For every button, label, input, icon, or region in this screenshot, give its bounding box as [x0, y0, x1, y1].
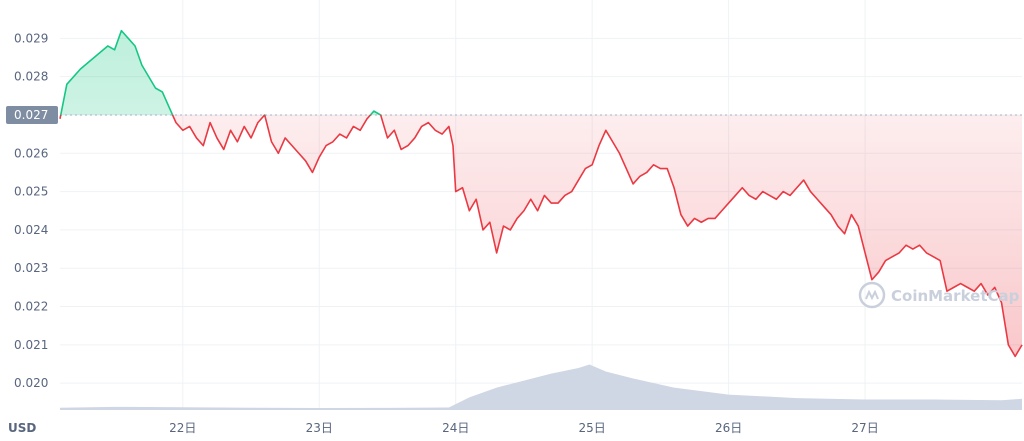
currency-label: USD: [8, 421, 36, 435]
reference-badge-bg: [6, 105, 58, 124]
y-tick-label: 0.024: [14, 223, 48, 237]
watermark-text: CoinMarketCap: [891, 287, 1020, 305]
fill-above: [60, 30, 1022, 115]
y-axis: 0.029 0.028 0.026 0.025 0.024 0.023 0.022 0.021…: [14, 31, 48, 390]
y-tick-label: 0.023: [14, 261, 48, 275]
watermark: CoinMarketCap: [858, 281, 1020, 309]
reference-badge-label: 0.027: [14, 108, 48, 122]
x-tick-label: 27日: [851, 421, 878, 435]
x-tick-label: 22日: [169, 421, 196, 435]
reference-badge: 0.027: [6, 105, 58, 124]
line-below-reference: [59, 114, 1023, 358]
y-tick-label: 0.025: [14, 185, 48, 199]
volume-area: [60, 364, 1022, 410]
x-tick-label: 26日: [715, 421, 742, 435]
fill-below: [60, 114, 1022, 357]
y-tick-label: 0.028: [14, 70, 48, 84]
x-tick-label: 25日: [579, 421, 606, 435]
y-tick-label: 0.022: [14, 300, 48, 314]
y-tick-label: 0.020: [14, 376, 48, 390]
y-tick-label: 0.026: [14, 146, 48, 160]
y-tick-label: 0.021: [14, 338, 48, 352]
x-tick-label: 24日: [442, 421, 469, 435]
price-fill: [60, 30, 1022, 357]
coinmarketcap-logo-icon: [858, 281, 886, 309]
volume-shape: [60, 364, 1022, 410]
y-tick-label: 0.029: [14, 31, 48, 45]
price-line: [59, 29, 1023, 358]
x-tick-label: 23日: [306, 421, 333, 435]
x-axis: 22日 23日 24日 25日 26日 27日: [169, 421, 879, 435]
